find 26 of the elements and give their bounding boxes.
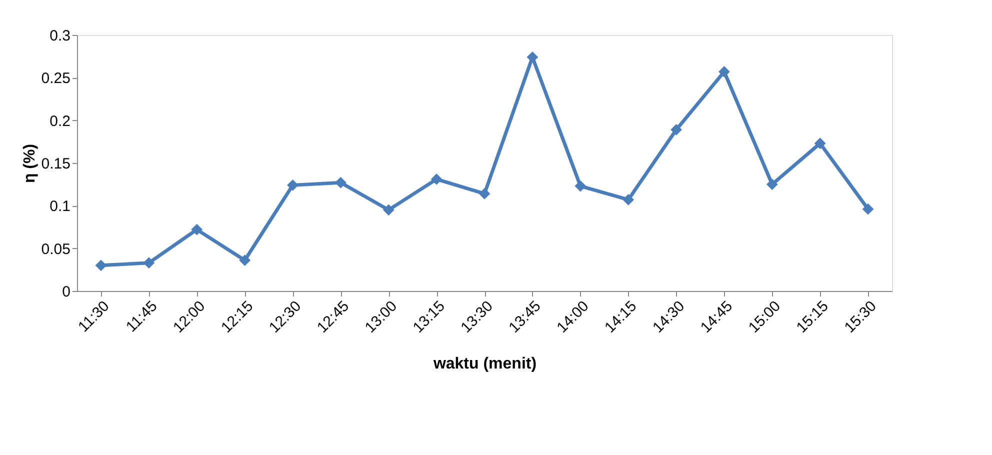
y-tick-label: 0.25 [41,70,70,88]
point [287,179,298,191]
point [382,204,394,216]
x-axis-title: waktu (menit) [432,356,537,373]
point [814,138,826,150]
point [766,178,778,190]
point [718,66,730,78]
y-tick-label: 0.2 [50,112,70,130]
y-tick-label: 0.15 [41,156,70,172]
y-tick-label: 0.1 [50,198,70,216]
point [239,254,250,266]
point [478,188,490,200]
point [622,194,634,206]
point [334,176,346,188]
y-tick-label: 0.05 [41,240,70,258]
point [191,224,203,236]
point [143,257,155,269]
point [95,260,107,272]
y-tick-label: 0.3 [50,28,70,44]
point [574,180,586,192]
point [526,51,538,63]
y-axis-title: η (%) [21,144,38,184]
y-tick-label: 0 [62,284,70,300]
point [862,203,874,215]
point [430,174,442,185]
point [670,124,682,136]
